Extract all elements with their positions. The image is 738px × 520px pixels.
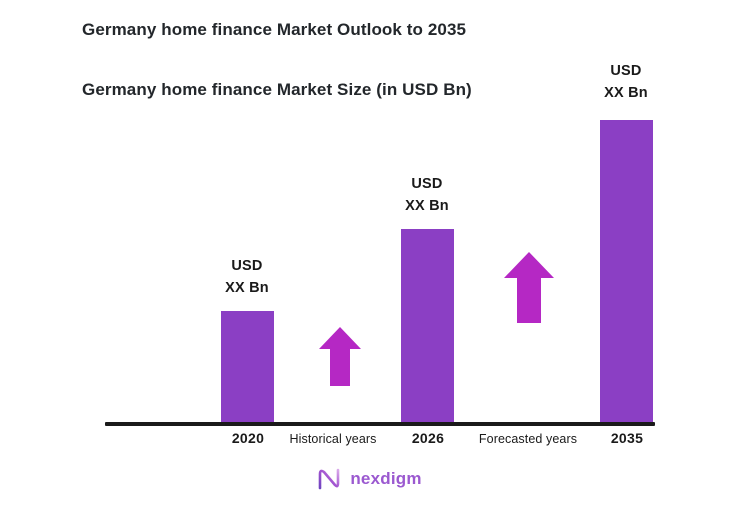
bar-value-label-2026-line1: USD (411, 176, 443, 192)
bar-2035 (600, 120, 653, 424)
brand-logo: nexdigm (0, 466, 738, 492)
axis-label-2035: 2035 (610, 430, 644, 446)
bar-value-label-2020-line1: USD (231, 258, 263, 274)
bar-2026 (401, 229, 454, 424)
page-title: Germany home finance Market Outlook to 2… (82, 20, 467, 39)
bar-value-label-2020: USD XX Bn (187, 255, 307, 300)
bar-value-label-2026: USD XX Bn (367, 173, 487, 218)
bar-value-label-2035-line1: USD (610, 63, 642, 79)
axis-label-historical-years: Historical years (289, 432, 377, 446)
nexdigm-wordmark: nexdigm (350, 469, 422, 488)
bar-value-label-2020-line2: XX Bn (225, 280, 269, 297)
axis-label-forecasted-years: Forecasted years (478, 432, 578, 446)
bar-value-label-2035-line2: XX Bn (604, 85, 648, 102)
nexdigm-n-icon (319, 468, 340, 490)
up-arrow-icon-forecasted (504, 252, 554, 323)
x-axis-line (105, 422, 655, 426)
up-arrow-icon-historical (319, 327, 361, 386)
bar-2020 (221, 311, 274, 424)
axis-label-2020: 2020 (231, 430, 265, 446)
axis-label-2026: 2026 (411, 430, 445, 446)
chart-subtitle: Germany home finance Market Size (in USD… (82, 80, 472, 99)
bar-value-label-2035: USD XX Bn (566, 60, 686, 105)
bar-value-label-2026-line2: XX Bn (405, 198, 449, 215)
